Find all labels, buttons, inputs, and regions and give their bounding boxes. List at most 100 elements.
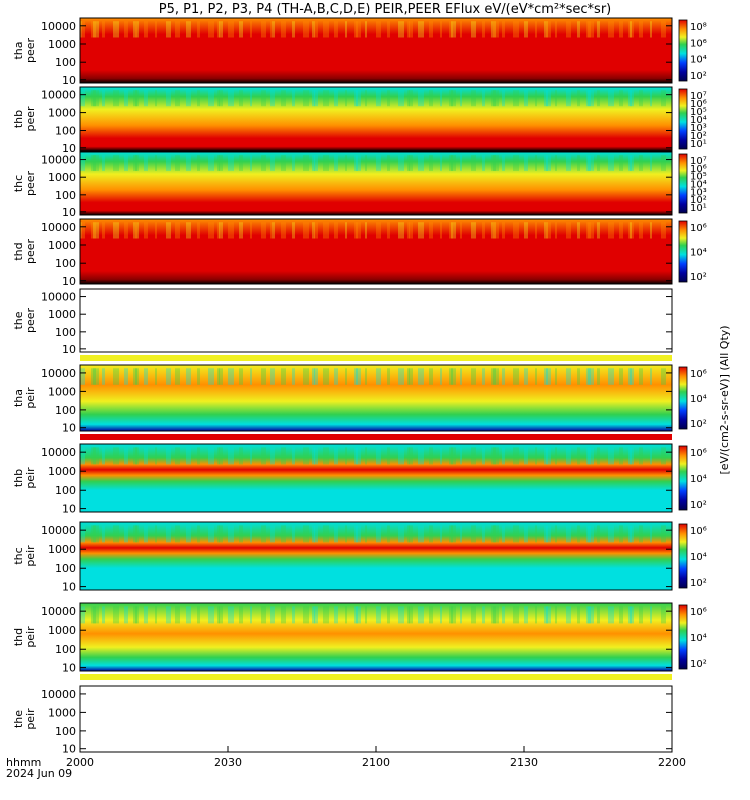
spectrogram-texture: [133, 525, 139, 543]
spectrogram-texture: [80, 525, 82, 543]
spectrogram-texture: [460, 155, 462, 171]
spectrogram-texture: [124, 525, 128, 543]
spectrogram-texture: [449, 222, 453, 239]
spectrogram-texture: [491, 155, 496, 171]
colorbar-tick-label: 10³: [690, 123, 707, 134]
spectrogram-texture: [272, 606, 275, 624]
spectrogram-texture: [449, 90, 453, 107]
panel-label: peir: [24, 708, 37, 730]
spectrogram-texture: [502, 90, 505, 107]
spectrogram-texture: [409, 90, 413, 107]
spectrogram-texture: [619, 606, 623, 624]
spectrogram-texture: [619, 21, 623, 38]
spectrogram-texture: [135, 368, 137, 385]
spectrogram-texture: [586, 368, 591, 385]
separator-bar: [80, 674, 672, 680]
spectrogram-texture: [493, 447, 499, 465]
spectrogram-texture: [546, 21, 551, 38]
spectrogram-texture: [650, 606, 652, 624]
spectrogram-texture: [80, 90, 82, 107]
spectrogram-texture: [630, 155, 632, 171]
spectrogram-texture: [250, 525, 252, 543]
spectrogram-texture: [535, 606, 537, 624]
spectrogram-texture: [418, 21, 424, 38]
spectrogram-texture: [429, 222, 433, 239]
spectrogram-texture: [239, 222, 243, 239]
spectrogram-texture: [650, 21, 652, 38]
spectrogram-texture: [544, 606, 548, 624]
spectrogram-texture: [630, 447, 632, 465]
y-tick-label: 10000: [41, 605, 76, 618]
spectrogram-texture: [197, 525, 200, 543]
colorbar-tick-label: 10⁶: [690, 164, 707, 175]
spectrogram-texture: [334, 525, 338, 543]
spectrogram-texture: [365, 90, 367, 107]
spectrogram-texture: [418, 222, 424, 239]
spectrogram-texture: [323, 155, 329, 171]
spectrogram-texture: [356, 447, 361, 465]
spectrogram-texture: [250, 606, 252, 624]
spectrogram-texture: [113, 368, 119, 385]
spectrogram-texture: [597, 155, 600, 171]
spectrogram-texture: [82, 155, 85, 171]
spectrogram-texture: [546, 90, 551, 107]
spectrogram-texture: [577, 155, 580, 171]
spectrogram-texture: [407, 368, 410, 385]
spectrogram-texture: [608, 90, 614, 107]
spectrogram-texture: [493, 90, 499, 107]
panel-label: the: [12, 311, 25, 329]
spectrogram-texture: [144, 606, 148, 624]
spectrogram-texture: [124, 21, 128, 38]
spectrogram-texture: [155, 90, 157, 107]
spectrogram-texture: [292, 21, 295, 38]
spectrogram-texture: [493, 21, 499, 38]
spectrogram-texture: [546, 368, 551, 385]
spectrogram-texture: [113, 606, 119, 624]
spectrogram-texture: [630, 368, 632, 385]
spectrogram-texture: [166, 368, 171, 385]
spectrogram-texture: [365, 155, 367, 171]
spectrogram-texture: [239, 447, 243, 465]
spectrogram-texture: [239, 155, 243, 171]
spectrogram-texture: [502, 155, 505, 171]
spectrogram-texture: [356, 155, 361, 171]
separator-bar: [80, 355, 672, 361]
spectrogram-texture: [398, 368, 404, 385]
spectrogram-texture: [135, 90, 137, 107]
spectrogram-texture: [619, 222, 623, 239]
spectrogram-texture: [166, 21, 171, 38]
spectrogram-texture: [650, 155, 652, 171]
spectrogram-texture: [577, 21, 580, 38]
panel-the-peir: 10000 1000 100 10 the peir: [12, 685, 673, 756]
spectrogram-texture: [356, 90, 361, 107]
spectrogram-texture: [440, 155, 442, 171]
spectrogram-texture: [588, 606, 594, 624]
spectrogram-texture: [471, 155, 476, 171]
spectrogram-texture: [250, 447, 252, 465]
colorbar-tick-label: 10⁶: [690, 38, 707, 49]
spectrogram-texture: [93, 222, 99, 239]
spectrogram-texture: [124, 155, 128, 171]
spectrogram-texture: [555, 90, 557, 107]
spectrogram-texture: [250, 222, 252, 239]
colorbar-tick-label: 10⁶: [690, 99, 707, 110]
y-tick-label: 10: [62, 662, 76, 675]
spectrogram-texture: [177, 447, 180, 465]
spectrogram-texture: [303, 447, 309, 465]
spectrogram-texture: [272, 368, 275, 385]
spectrogram-texture: [407, 447, 410, 465]
spectrogram-texture: [91, 606, 96, 624]
spectrogram-texture: [135, 155, 137, 171]
panel-label: peer: [24, 38, 37, 64]
spectrogram-texture: [409, 525, 413, 543]
spectrogram-texture: [630, 222, 632, 239]
spectrogram-texture: [460, 21, 462, 38]
spectrogram-texture: [471, 222, 476, 239]
spectrogram-texture: [102, 155, 105, 171]
spectrogram-texture: [345, 447, 347, 465]
spectrogram-texture: [639, 222, 643, 239]
spectrogram-texture: [577, 525, 580, 543]
spectrogram-texture: [608, 525, 614, 543]
panel-label: peir: [24, 387, 37, 409]
